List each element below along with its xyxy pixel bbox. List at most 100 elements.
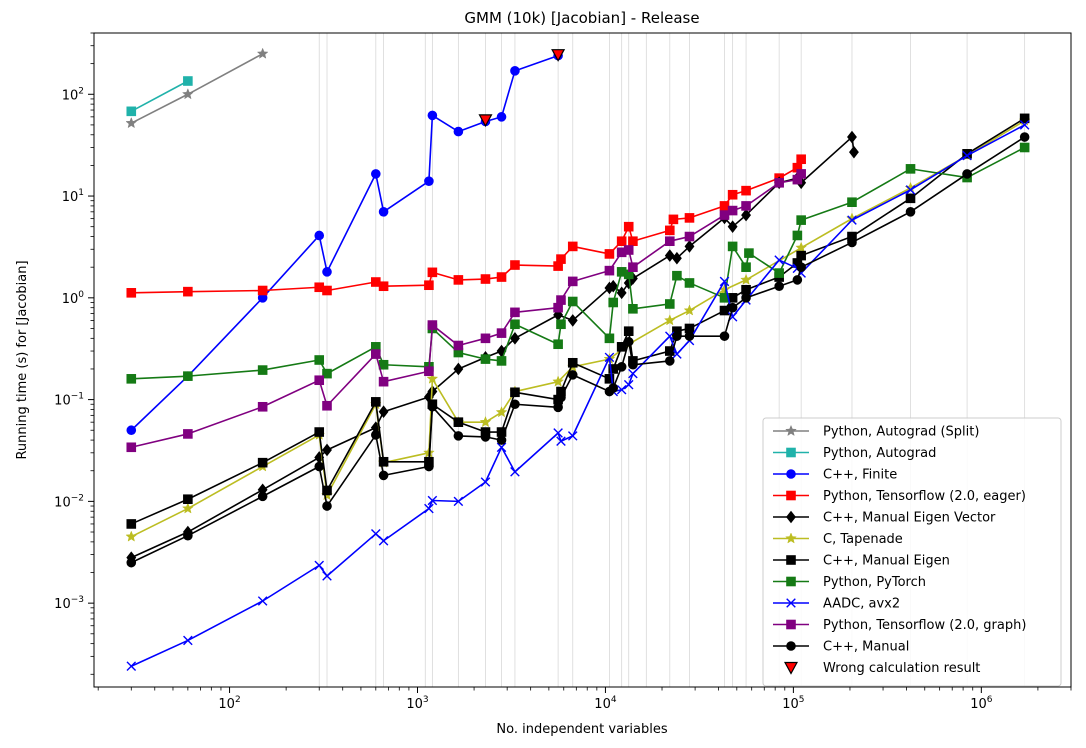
data-point: [623, 379, 634, 390]
data-point: [608, 279, 619, 293]
data-point: [623, 221, 634, 232]
legend-marker: [785, 424, 797, 436]
data-point: [567, 431, 578, 441]
data-point: [427, 401, 438, 412]
data-point: [741, 262, 751, 272]
data-point: [510, 467, 520, 477]
legend-marker: [786, 619, 796, 630]
data-point: [453, 126, 464, 137]
series-line: [130, 53, 264, 124]
data-point: [322, 400, 332, 411]
x-marker-stroke: [567, 431, 578, 441]
x-tick-label: 105: [782, 695, 804, 712]
data-point: [322, 368, 332, 379]
data-point: [378, 470, 389, 481]
data-point: [719, 305, 730, 316]
data-point: [378, 281, 389, 292]
data-point: [628, 262, 638, 272]
data-point: [623, 336, 634, 347]
data-point: [126, 661, 137, 672]
x-marker-stroke: [665, 331, 675, 341]
data-point: [126, 442, 137, 453]
x-marker-stroke: [623, 379, 634, 390]
legend-entry: Python, Tensorflow (2.0, graph): [773, 618, 1026, 633]
data-point: [628, 368, 638, 379]
x-tick-label: 104: [594, 695, 617, 712]
data-point: [796, 262, 806, 272]
data-point: [668, 214, 679, 225]
data-point: [479, 416, 492, 428]
legend-label: Wrong calculation result: [823, 661, 980, 676]
data-point: [552, 375, 564, 387]
data-point: [628, 359, 638, 370]
data-point: [322, 571, 332, 581]
data-point: [740, 273, 752, 285]
data-point: [371, 430, 381, 440]
x-tick-label: 103: [406, 695, 428, 712]
data-point: [510, 319, 520, 330]
legend-marker: [786, 555, 796, 565]
legend-marker: [786, 641, 796, 651]
series-1: [126, 76, 193, 117]
legend-label: C++, Manual: [823, 640, 909, 655]
data-point: [556, 319, 566, 330]
x-marker-stroke: [510, 467, 520, 477]
legend-marker: [783, 661, 799, 675]
data-point: [604, 333, 615, 344]
data-point: [424, 176, 434, 186]
data-point: [1019, 142, 1030, 153]
x-marker-stroke: [847, 215, 857, 225]
x-marker-stroke: [786, 598, 796, 608]
data-point: [664, 299, 675, 309]
data-point: [663, 314, 676, 326]
legend-entry: Wrong calculation result: [783, 661, 980, 676]
legend-marker: [785, 532, 797, 544]
x-marker-stroke: [553, 428, 563, 438]
data-point: [510, 332, 520, 345]
data-point: [183, 530, 193, 541]
series-line: [130, 120, 1026, 538]
data-point: [567, 314, 578, 327]
data-point: [378, 376, 389, 387]
data-point: [665, 331, 675, 341]
data-point: [847, 215, 857, 225]
y-tick-label: 10−3: [54, 595, 84, 612]
series-line: [130, 80, 189, 113]
data-point: [371, 169, 381, 179]
legend-marker: [786, 490, 796, 501]
series-line: [131, 146, 1026, 380]
data-point: [727, 189, 738, 200]
data-point: [796, 154, 806, 165]
data-point: [628, 236, 638, 247]
data-point: [183, 76, 193, 86]
data-point: [684, 331, 695, 341]
series-10: [126, 132, 1030, 568]
data-point: [126, 425, 137, 436]
y-tick-label: 10−2: [54, 493, 84, 510]
x-marker-stroke: [962, 150, 972, 161]
legend-label: Python, Autograd: [823, 446, 936, 461]
legend-label: C, Tapenade: [823, 532, 903, 547]
data-point: [604, 249, 615, 259]
series-line: [130, 54, 559, 431]
data-point: [496, 435, 507, 445]
legend-label: C++, Manual Eigen: [823, 554, 950, 569]
data-point: [962, 169, 972, 179]
data-point: [496, 272, 507, 282]
data-point: [453, 362, 464, 376]
legend-marker: [786, 447, 796, 458]
data-point: [257, 285, 268, 296]
data-point: [478, 114, 493, 128]
data-point: [126, 519, 137, 529]
legend-label: C++, Finite: [823, 468, 897, 483]
x-marker-stroke: [616, 384, 627, 395]
x-marker-stroke: [427, 495, 438, 506]
data-point: [480, 333, 491, 344]
data-point: [424, 366, 434, 377]
series-7: [126, 142, 1030, 384]
data-point: [424, 503, 434, 514]
series-3: [126, 154, 806, 298]
data-point: [847, 130, 857, 144]
data-point: [183, 635, 193, 646]
